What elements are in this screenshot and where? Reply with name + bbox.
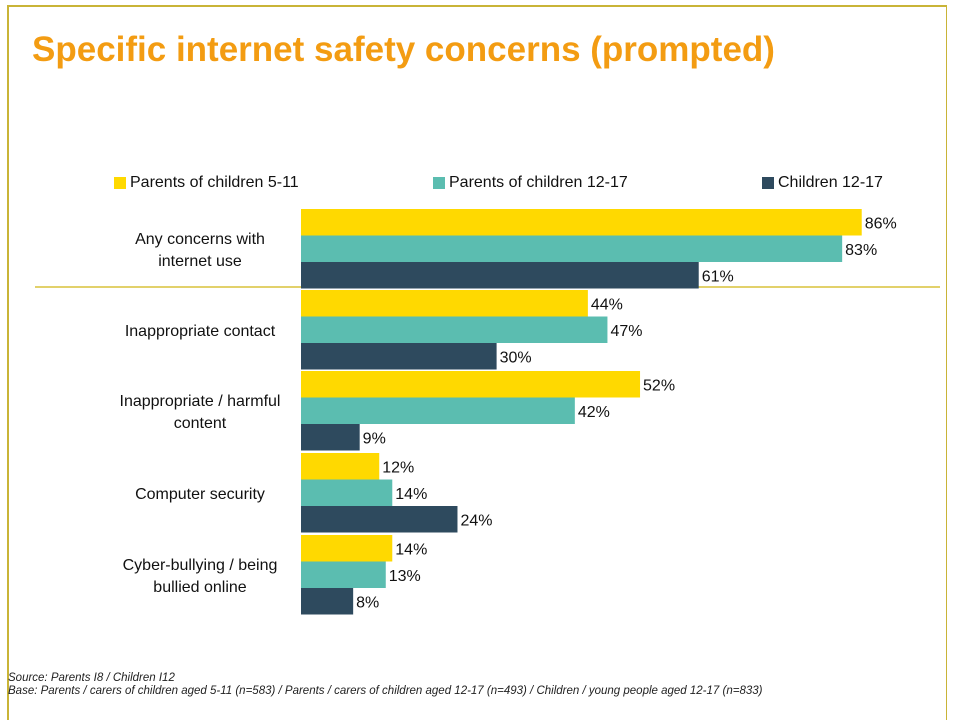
bar-4-0 (301, 535, 393, 562)
data-label-3-1: 14% (395, 486, 427, 503)
category-label-4-1: bullied online (153, 579, 247, 596)
legend-swatch-parents-12-17 (433, 177, 445, 189)
base-note: Base: Parents / carers of children aged … (8, 685, 763, 697)
legend-label-children-12-17: Children 12-17 (778, 174, 883, 191)
bar-4-2 (301, 588, 354, 615)
data-label-4-1: 13% (389, 568, 421, 585)
category-label-0-0: Any concerns with (135, 231, 265, 248)
legend-label-parents-12-17: Parents of children 12-17 (449, 174, 628, 191)
footer: Source: Parents I8 / Children I12 Base: … (8, 672, 938, 698)
legend-label-parents-5-11: Parents of children 5-11 (130, 174, 299, 191)
bar-3-0 (301, 453, 380, 480)
bar-1-0 (301, 290, 588, 317)
bar-4-1 (301, 561, 386, 588)
data-label-0-2: 61% (702, 268, 734, 285)
legend-item-parents-12-17: Parents of children 12-17 (433, 174, 628, 192)
bar-1-1 (301, 316, 608, 343)
bar-1-2 (301, 343, 497, 370)
bar-3-2 (301, 506, 458, 533)
category-label-1-0: Inappropriate contact (125, 323, 276, 340)
legend-item-children-12-17: Children 12-17 (762, 174, 883, 192)
bar-2-0 (301, 371, 641, 398)
data-label-3-0: 12% (382, 459, 414, 476)
data-label-1-2: 30% (500, 349, 532, 366)
slide-frame (7, 5, 947, 720)
chart-title: Specific internet safety concerns (promp… (32, 30, 775, 69)
category-label-4-0: Cyber-bullying / being (123, 557, 278, 574)
legend-item-parents-5-11: Parents of children 5-11 (114, 174, 299, 192)
bar-2-2 (301, 424, 360, 451)
category-label-2-1: content (174, 415, 227, 432)
bar-2-1 (301, 397, 575, 424)
data-label-2-0: 52% (643, 377, 675, 394)
data-label-1-0: 44% (591, 296, 623, 313)
data-label-0-0: 86% (865, 215, 897, 232)
data-label-3-2: 24% (460, 512, 492, 529)
bar-0-1 (301, 235, 843, 262)
bar-0-0 (301, 209, 862, 236)
data-label-1-1: 47% (610, 323, 642, 340)
bar-3-1 (301, 479, 393, 506)
data-label-4-2: 8% (356, 594, 379, 611)
data-label-2-2: 9% (363, 430, 386, 447)
data-label-2-1: 42% (578, 404, 610, 421)
category-label-0-1: internet use (158, 253, 242, 270)
category-label-2-0: Inappropriate / harmful (120, 393, 281, 410)
bar-0-2 (301, 262, 699, 289)
source-note: Source: Parents I8 / Children I12 (8, 672, 175, 684)
legend: Parents of children 5-11 Parents of chil… (0, 174, 954, 194)
data-label-4-0: 14% (395, 541, 427, 558)
data-label-0-1: 83% (845, 242, 877, 259)
legend-swatch-parents-5-11 (114, 177, 126, 189)
category-label-3-0: Computer security (135, 486, 265, 503)
legend-swatch-children-12-17 (762, 177, 774, 189)
